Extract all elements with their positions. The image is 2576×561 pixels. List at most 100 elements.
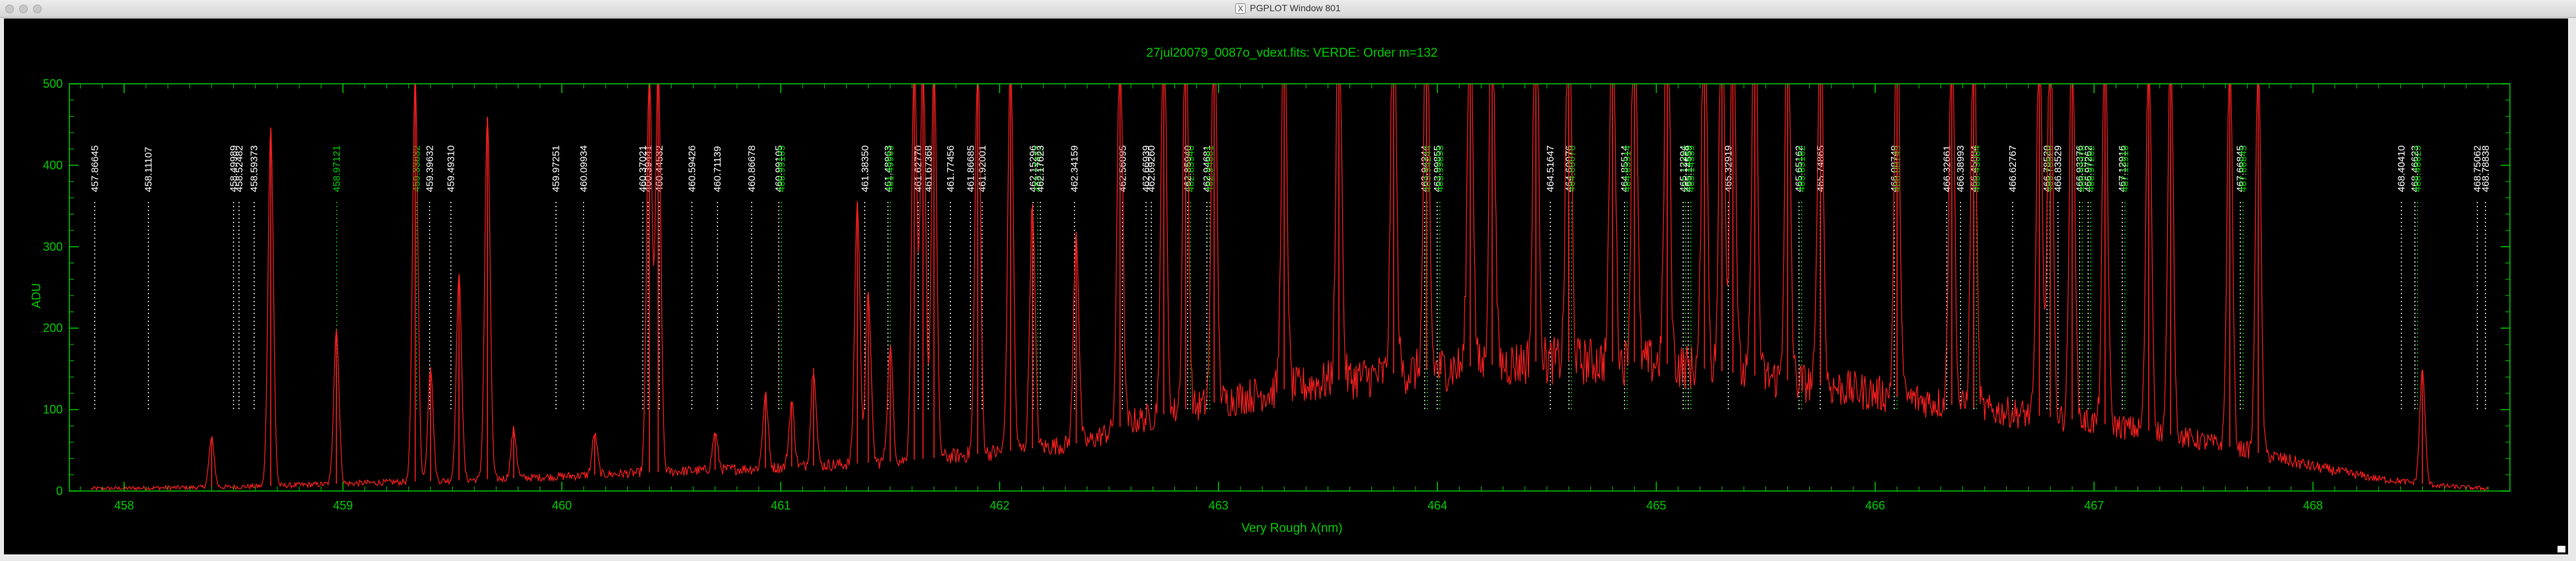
y-tick-label: 0 xyxy=(56,484,63,498)
line-id-label: 466.32661 xyxy=(1941,145,1952,192)
line-id-label: 463.99855 xyxy=(1432,145,1443,192)
line-id-label: 466.45084 xyxy=(1971,145,1982,192)
line-id-label: 458.52482 xyxy=(234,145,245,192)
line-id-label: 463.94244 xyxy=(1419,145,1431,192)
line-id-label: 460.59426 xyxy=(687,145,698,192)
window-title-container: X PGPLOT Window 801 xyxy=(0,3,2576,14)
line-id-label: 465.12294 xyxy=(1678,145,1689,192)
window-controls xyxy=(5,5,42,13)
x-tick-label: 465 xyxy=(1647,499,1666,512)
y-tick-label: 300 xyxy=(43,240,63,253)
line-id-label: 458.11107 xyxy=(143,147,155,192)
line-id-label: 466.83529 xyxy=(2053,145,2064,192)
line-id-label: 461.77456 xyxy=(945,145,956,192)
x-tick-label: 461 xyxy=(771,499,791,512)
y-tick-label: 200 xyxy=(43,321,63,335)
line-id-label: 462.94681 xyxy=(1205,145,1216,192)
line-id-label: 462.17423 xyxy=(1032,145,1044,192)
line-id-label: 467.66845 xyxy=(2235,145,2246,192)
line-id-label: 459.49310 xyxy=(446,145,457,192)
y-tick-label: 500 xyxy=(43,77,63,90)
line-id-label: 459.39632 xyxy=(425,145,436,192)
window-title: PGPLOT Window 801 xyxy=(1250,3,1341,13)
line-id-label: 468.46623 xyxy=(2412,145,2423,192)
line-id-label: 462.94681 xyxy=(1201,145,1213,192)
line-id-label: 461.86685 xyxy=(965,145,976,192)
line-id-label: 466.97262 xyxy=(2085,145,2096,192)
x-tick-label: 458 xyxy=(114,499,134,512)
line-id-label: 461.49963 xyxy=(885,145,896,192)
y-tick-label: 100 xyxy=(43,403,63,416)
x11-icon: X xyxy=(1235,3,1246,14)
line-id-label: 460.99105 xyxy=(776,145,787,192)
x-tick-label: 460 xyxy=(552,499,572,512)
line-id-label: 466.93376 xyxy=(2077,145,2089,192)
line-id-label: 460.99105 xyxy=(773,145,785,192)
x-axis-label: Very Rough λ(nm) xyxy=(1241,521,1342,535)
line-id-label: 458.59373 xyxy=(249,145,260,192)
x-tick-label: 459 xyxy=(333,499,353,512)
line-id-label: 460.09934 xyxy=(578,145,589,192)
spectrum-chart: 27jul20079_0087o_vdext.fits: VERDE: Orde… xyxy=(30,46,2511,535)
line-id-label: 462.34159 xyxy=(1069,145,1081,192)
x-tick-label: 464 xyxy=(1427,499,1447,512)
line-id-label: 464.51647 xyxy=(1545,145,1556,192)
line-id-label: 463.94244 xyxy=(1422,145,1433,192)
line-id-label: 462.17623 xyxy=(1035,145,1046,192)
line-id-label: 458.97121 xyxy=(332,145,343,192)
line-id-label: 465.65162 xyxy=(1797,145,1808,192)
line-id-label: 459.97251 xyxy=(551,145,562,192)
x-tick-label: 463 xyxy=(1209,499,1229,512)
line-id-label: 465.65162 xyxy=(1794,145,1805,192)
chart-title: 27jul20079_0087o_vdext.fits: VERDE: Orde… xyxy=(1147,46,1438,60)
y-axis-label: ADU xyxy=(30,283,43,308)
x-tick-label: 468 xyxy=(2303,499,2323,512)
line-id-label: 464.85514 xyxy=(1622,145,1633,192)
line-id-label: 468.40410 xyxy=(2396,145,2408,192)
line-id-label: 460.37021 xyxy=(637,145,649,192)
y-tick-label: 400 xyxy=(43,158,63,172)
line-id-label: 466.93376 xyxy=(2075,145,2086,192)
x-tick-label: 462 xyxy=(989,499,1009,512)
resize-grip[interactable] xyxy=(2558,546,2565,552)
line-id-label: 464.85514 xyxy=(1620,145,1631,192)
window-titlebar: X PGPLOT Window 801 xyxy=(0,0,2576,18)
line-id-label: 468.78838 xyxy=(2480,145,2491,192)
line-id-label: 465.14559 xyxy=(1686,145,1697,192)
line-id-label: 467.12916 xyxy=(2117,145,2128,192)
plot-canvas: 27jul20079_0087o_vdext.fits: VERDE: Orde… xyxy=(4,18,2568,554)
spectrum-series xyxy=(90,83,2489,492)
minimize-window-button[interactable] xyxy=(19,5,28,13)
line-id-label: 460.71139 xyxy=(712,146,723,192)
line-id-label: 462.85940 xyxy=(1185,145,1196,192)
line-id-label: 465.32919 xyxy=(1723,145,1735,192)
line-id-label: 461.92001 xyxy=(977,145,988,192)
line-id-label: 460.44532 xyxy=(654,145,665,192)
line-id-label: 461.62770 xyxy=(913,145,924,192)
line-id-label: 468.75062 xyxy=(2472,145,2484,192)
plot-axes: 458 459 460 461 462 463 464 465 466 467 468 0 100 200… xyxy=(43,77,2511,512)
line-id-label: 466.38993 xyxy=(1955,145,1966,192)
line-id-label: 467.12916 xyxy=(2120,145,2131,192)
line-id-label: 462.66939 xyxy=(1141,145,1152,192)
line-id-label: 460.86678 xyxy=(746,145,758,192)
line-id-label: 457.86645 xyxy=(89,145,100,192)
line-id-label: 467.66845 xyxy=(2238,145,2249,192)
line-id-label: 466.62767 xyxy=(2007,145,2019,192)
close-window-button[interactable] xyxy=(5,5,14,13)
plot-frame xyxy=(69,83,2511,492)
spectrum-line xyxy=(90,83,2489,492)
line-id-label: 463.99855 xyxy=(1435,145,1446,192)
line-id-label: 468.46623 xyxy=(2410,145,2421,192)
line-id-label: 465.12294 xyxy=(1680,145,1692,192)
line-id-label: 466.97262 xyxy=(2083,145,2094,192)
zoom-window-button[interactable] xyxy=(33,5,42,13)
x-tick-label: 466 xyxy=(1865,499,1885,512)
line-id-label: 461.38350 xyxy=(859,145,871,192)
line-id-label: 461.48963 xyxy=(882,145,894,192)
line-id-label: 458.49989 xyxy=(229,145,240,192)
x-tick-label: 467 xyxy=(2084,499,2104,512)
line-id-label: 465.14559 xyxy=(1683,145,1694,192)
line-id-label: 462.15296 xyxy=(1028,145,1039,192)
